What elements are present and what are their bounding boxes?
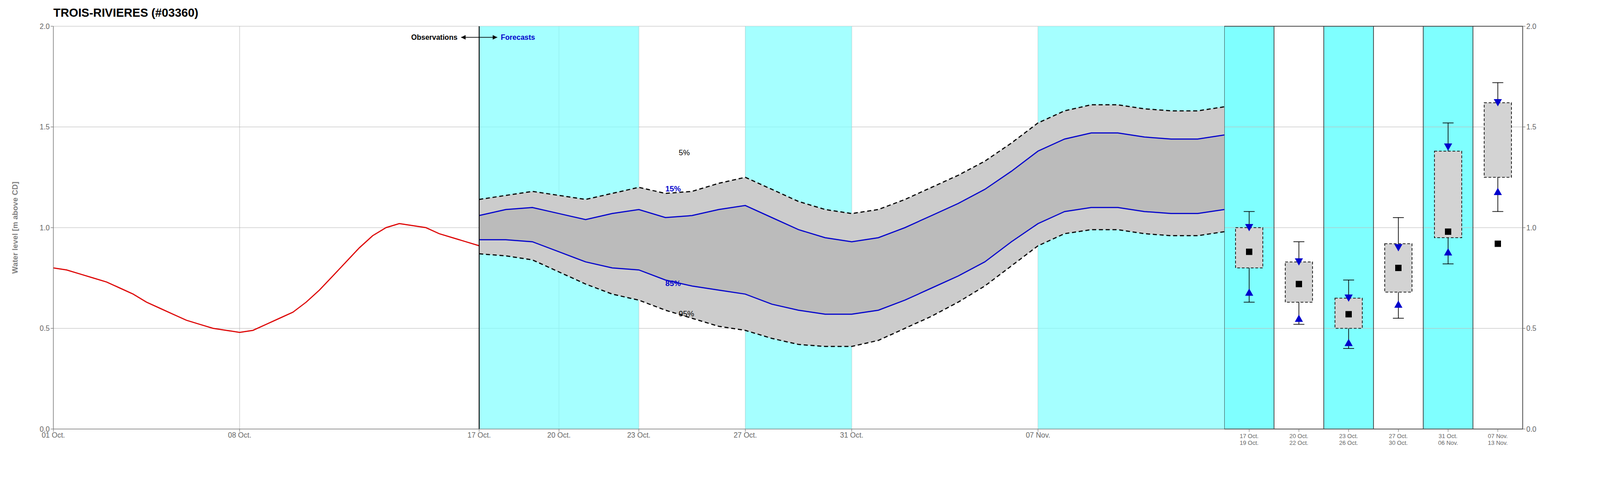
- svg-text:07 Nov.13 Nov.: 07 Nov.13 Nov.: [1487, 432, 1508, 447]
- svg-text:27 Oct.30 Oct.: 27 Oct.30 Oct.: [1388, 432, 1408, 447]
- svg-text:0.5: 0.5: [1526, 324, 1537, 332]
- svg-text:1.5: 1.5: [1526, 122, 1537, 131]
- svg-text:23 Oct.26 Oct.: 23 Oct.26 Oct.: [1339, 432, 1359, 447]
- svg-text:01 Oct.: 01 Oct.: [41, 431, 66, 439]
- svg-text:95%: 95%: [678, 309, 694, 318]
- svg-text:27 Oct.: 27 Oct.: [733, 430, 758, 439]
- svg-text:2.0: 2.0: [39, 22, 50, 31]
- svg-text:0.5: 0.5: [39, 324, 50, 332]
- html-text:TROIS-RIVIERES (#03360): TROIS-RIVIERES (#03360): [53, 5, 199, 20]
- svg-text:0.0: 0.0: [39, 424, 50, 433]
- svg-text:Observations: Observations: [411, 33, 458, 42]
- svg-text:0.0: 0.0: [1526, 424, 1537, 433]
- svg-text:31 Oct.06 Nov.: 31 Oct.06 Nov.: [1438, 432, 1459, 447]
- svg-text:15%: 15%: [665, 184, 681, 194]
- svg-text:20 Oct.22 Oct.: 20 Oct.22 Oct.: [1289, 432, 1309, 447]
- svg-text:1.0: 1.0: [39, 223, 50, 232]
- svg-text:85%: 85%: [665, 278, 681, 288]
- svg-text:07 Nov.: 07 Nov.: [1025, 430, 1051, 439]
- svg-text:1.0: 1.0: [1526, 223, 1537, 232]
- svg-text:5%: 5%: [678, 148, 690, 157]
- svg-text:1.5: 1.5: [39, 122, 50, 131]
- svg-text:17 Oct.: 17 Oct.: [467, 430, 491, 439]
- svg-text:17 Oct.19 Oct.: 17 Oct.19 Oct.: [1239, 432, 1259, 447]
- svg-text:08 Oct.: 08 Oct.: [227, 430, 252, 439]
- svg-text:Water level [m above CD]: Water level [m above CD]: [10, 181, 20, 274]
- svg-text:31 Oct.: 31 Oct.: [840, 430, 864, 439]
- svg-text:Forecasts: Forecasts: [500, 33, 536, 42]
- svg-text:20 Oct.: 20 Oct.: [547, 430, 572, 439]
- svg-text:23 Oct.: 23 Oct.: [627, 430, 651, 439]
- svg-text:2.0: 2.0: [1526, 22, 1537, 31]
